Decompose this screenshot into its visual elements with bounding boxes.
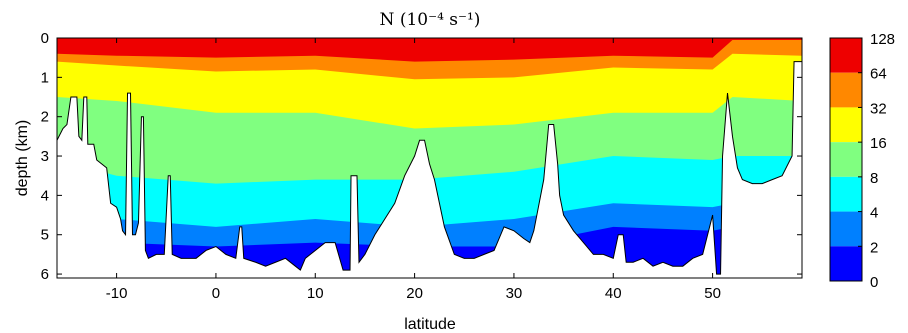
band-64-128 (57, 38, 802, 62)
y-tick-label: 4 (41, 187, 49, 204)
colorbar-swatch (830, 246, 862, 281)
x-tick-label: 0 (212, 285, 220, 302)
y-tick-label: 0 (41, 30, 49, 47)
colorbar-swatch (830, 38, 862, 73)
colorbar-label: 2 (870, 239, 878, 256)
colorbar-label: 64 (870, 66, 887, 83)
seafloor-mask (57, 61, 802, 278)
colorbar-swatch (830, 142, 862, 177)
colorbar: 128 64 32 16 8 4 2 0 (829, 31, 895, 291)
y-tick-label: 6 (41, 266, 49, 283)
x-tick-label: 30 (506, 285, 523, 302)
axis-ticks: -10 0 10 20 30 40 50 0 1 2 3 4 5 6 (41, 30, 802, 302)
colorbar-label: 0 (870, 274, 878, 291)
colorbar-frame (829, 37, 863, 282)
chart-title: N (10⁻⁴ s⁻¹) (380, 10, 481, 30)
plot-area (57, 38, 802, 278)
x-tick-label: 40 (605, 285, 622, 302)
colorbar-swatch (830, 72, 862, 108)
colorbar-swatch (830, 211, 862, 247)
x-tick-label: 10 (307, 285, 324, 302)
y-tick-label: 3 (41, 148, 49, 165)
colorbar-swatch (830, 107, 862, 143)
colorbar-swatch (830, 176, 862, 212)
x-tick-label: -10 (106, 285, 128, 302)
x-tick-label: 20 (406, 285, 423, 302)
x-tick-label: 50 (704, 285, 721, 302)
seafloor-outline (57, 61, 802, 275)
y-tick-label: 5 (41, 227, 49, 244)
x-axis-label: latitude (404, 316, 456, 333)
colorbar-label: 8 (870, 170, 878, 187)
y-tick-label: 1 (41, 69, 49, 86)
plot-frame (56, 37, 803, 279)
y-tick-label: 2 (41, 109, 49, 126)
y-axis-label: depth (km) (14, 120, 31, 196)
colorbar-label: 16 (870, 135, 887, 152)
colorbar-label: 4 (870, 205, 878, 222)
colorbar-label: 128 (870, 31, 895, 48)
colorbar-label: 32 (870, 100, 887, 117)
